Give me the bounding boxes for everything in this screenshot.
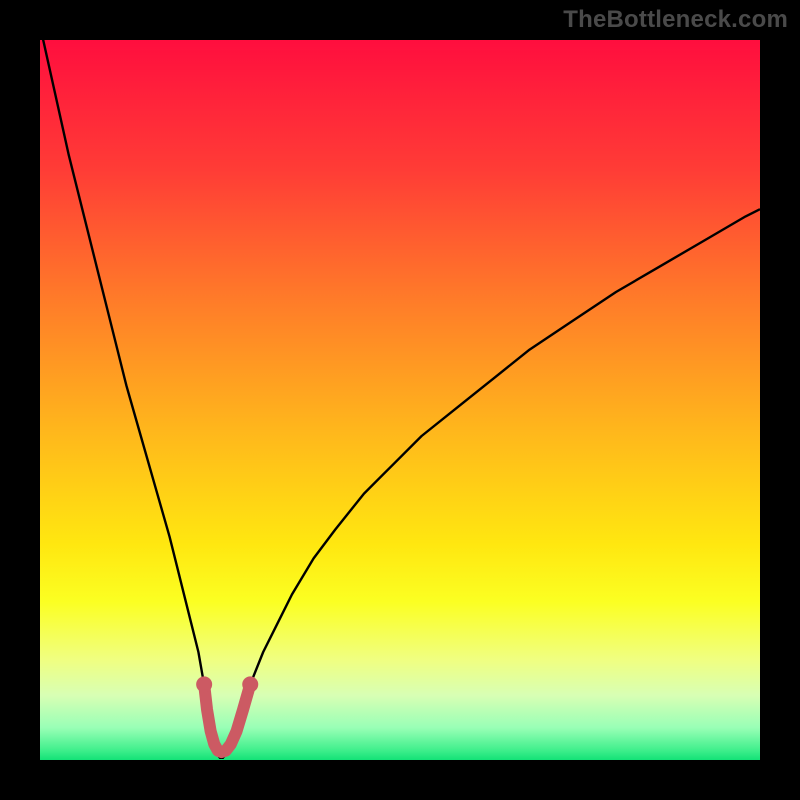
trough-end-dot-left xyxy=(196,676,212,692)
chart-container: TheBottleneck.com xyxy=(0,0,800,800)
chart-svg xyxy=(0,0,800,800)
watermark-text: TheBottleneck.com xyxy=(563,6,788,34)
trough-end-dot-right xyxy=(242,676,258,692)
gradient-background xyxy=(40,40,760,760)
